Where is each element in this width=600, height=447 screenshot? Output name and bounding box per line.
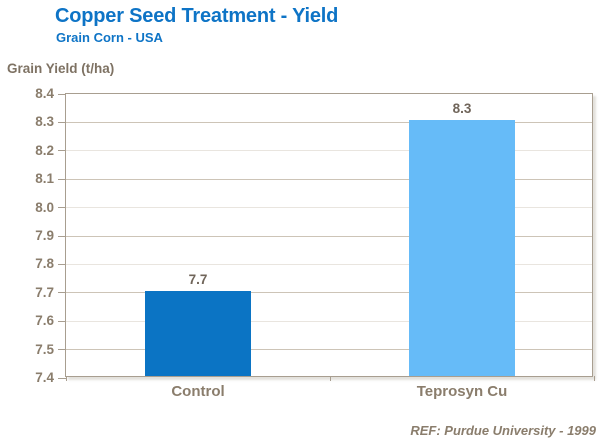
y-tick-mark — [58, 150, 66, 152]
plot-area: 7.4 7.5 7.6 7.7 7.8 7.9 8.0 8.1 8.2 8.3 8.4 7.7 Cont… — [35, 86, 595, 400]
y-tick-label: 7.4 — [35, 370, 54, 385]
x-tick-mark — [593, 376, 595, 381]
y-tick-label: 7.9 — [35, 228, 54, 243]
chart-title: Copper Seed Treatment - Yield — [55, 5, 339, 27]
y-tick-mark — [58, 349, 66, 351]
y-tick-label: 8.4 — [35, 86, 54, 101]
bar-value-label: 8.3 — [452, 101, 472, 117]
y-tick-mark — [58, 235, 66, 237]
gridline — [66, 292, 592, 294]
y-tick-mark — [58, 292, 66, 294]
y-tick-label: 7.5 — [35, 341, 54, 357]
gridline — [66, 349, 592, 351]
y-tick-label: 8.2 — [35, 142, 54, 158]
gridline — [66, 178, 592, 180]
y-tick-label: 8.1 — [35, 171, 54, 187]
y-tick-mark — [58, 320, 66, 322]
y-tick-label: 8.0 — [35, 199, 54, 215]
gridline — [66, 320, 592, 322]
x-category-label: Control — [171, 383, 225, 400]
y-tick-label: 7.8 — [35, 256, 54, 272]
bar-value-label: 7.7 — [188, 271, 208, 287]
y-tick-label: 8.3 — [35, 114, 54, 130]
gridline — [66, 235, 592, 237]
bar-teprosyn-cu — [409, 120, 515, 376]
y-tick-label: 7.7 — [35, 284, 54, 300]
gridline — [66, 207, 592, 209]
gridline — [66, 121, 592, 123]
y-axis-title: Grain Yield (t/ha) — [7, 61, 115, 76]
bar-control — [145, 290, 251, 376]
y-tick-mark — [58, 93, 66, 95]
x-tick-mark — [65, 376, 67, 381]
chart-subtitle: Grain Corn - USA — [56, 30, 163, 45]
reference-note: REF: Purdue University - 1999 — [410, 423, 596, 438]
y-tick-mark — [58, 263, 66, 265]
y-tick-label: 7.6 — [35, 313, 54, 329]
y-tick-mark — [58, 178, 66, 180]
gridline — [66, 263, 592, 265]
y-tick-mark — [58, 377, 66, 379]
x-category-label: Teprosyn Cu — [416, 383, 508, 400]
y-tick-mark — [58, 121, 66, 123]
y-tick-mark — [58, 207, 66, 209]
gridline — [66, 150, 592, 152]
x-tick-mark — [329, 376, 331, 381]
